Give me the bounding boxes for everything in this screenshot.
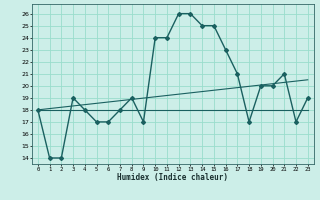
X-axis label: Humidex (Indice chaleur): Humidex (Indice chaleur) [117,173,228,182]
